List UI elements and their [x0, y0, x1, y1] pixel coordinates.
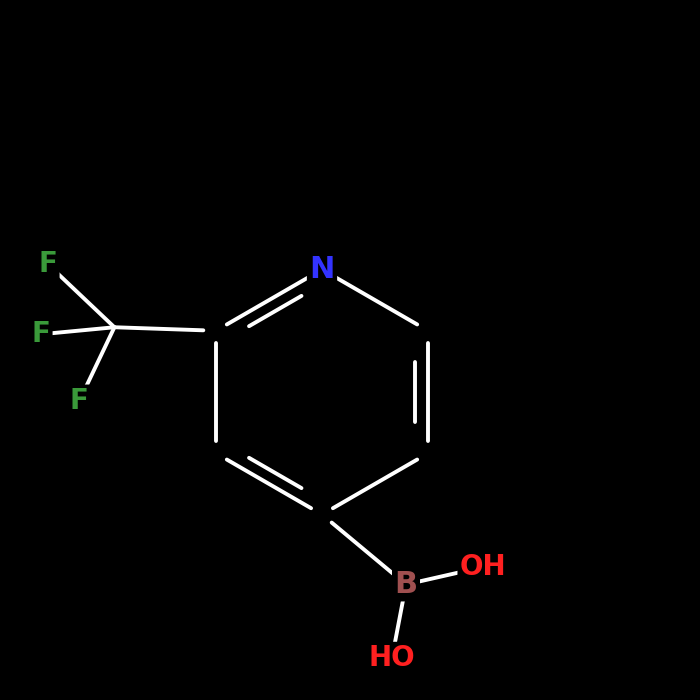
Text: F: F: [38, 251, 57, 279]
Text: F: F: [70, 386, 89, 414]
Text: N: N: [309, 255, 335, 284]
Text: HO: HO: [369, 644, 415, 672]
Text: B: B: [394, 570, 418, 599]
Text: OH: OH: [460, 553, 506, 581]
Text: F: F: [32, 321, 50, 349]
